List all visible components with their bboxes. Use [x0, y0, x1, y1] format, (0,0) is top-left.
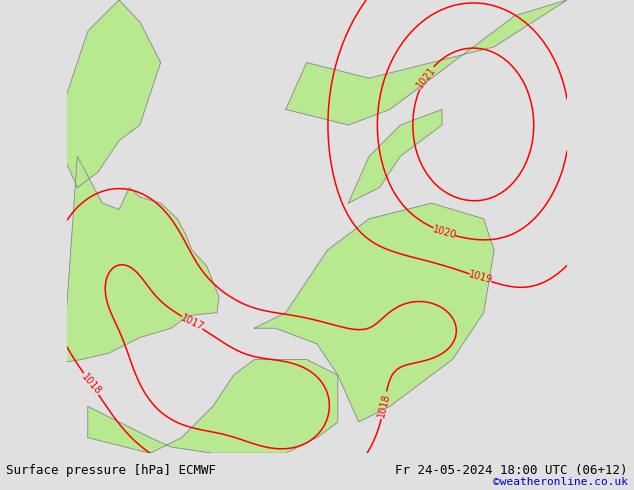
Text: Fr 24-05-2024 18:00 UTC (06+12): Fr 24-05-2024 18:00 UTC (06+12) — [395, 464, 628, 477]
Text: 1019: 1019 — [467, 270, 494, 286]
Polygon shape — [254, 203, 494, 422]
Text: ©weatheronline.co.uk: ©weatheronline.co.uk — [493, 477, 628, 487]
Text: 1021: 1021 — [415, 65, 437, 90]
Text: 1020: 1020 — [431, 224, 458, 241]
Polygon shape — [56, 0, 160, 188]
Polygon shape — [348, 109, 442, 203]
Text: Surface pressure [hPa] ECMWF: Surface pressure [hPa] ECMWF — [6, 464, 216, 477]
Polygon shape — [63, 156, 219, 363]
Polygon shape — [286, 0, 567, 125]
Text: 1018: 1018 — [79, 371, 103, 396]
Text: 1018: 1018 — [376, 392, 392, 418]
Polygon shape — [87, 360, 338, 453]
Polygon shape — [0, 188, 56, 328]
Text: 1017: 1017 — [179, 313, 205, 332]
